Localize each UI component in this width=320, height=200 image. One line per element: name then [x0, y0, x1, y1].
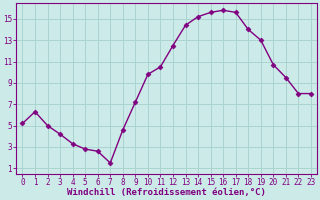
X-axis label: Windchill (Refroidissement éolien,°C): Windchill (Refroidissement éolien,°C) — [67, 188, 266, 197]
